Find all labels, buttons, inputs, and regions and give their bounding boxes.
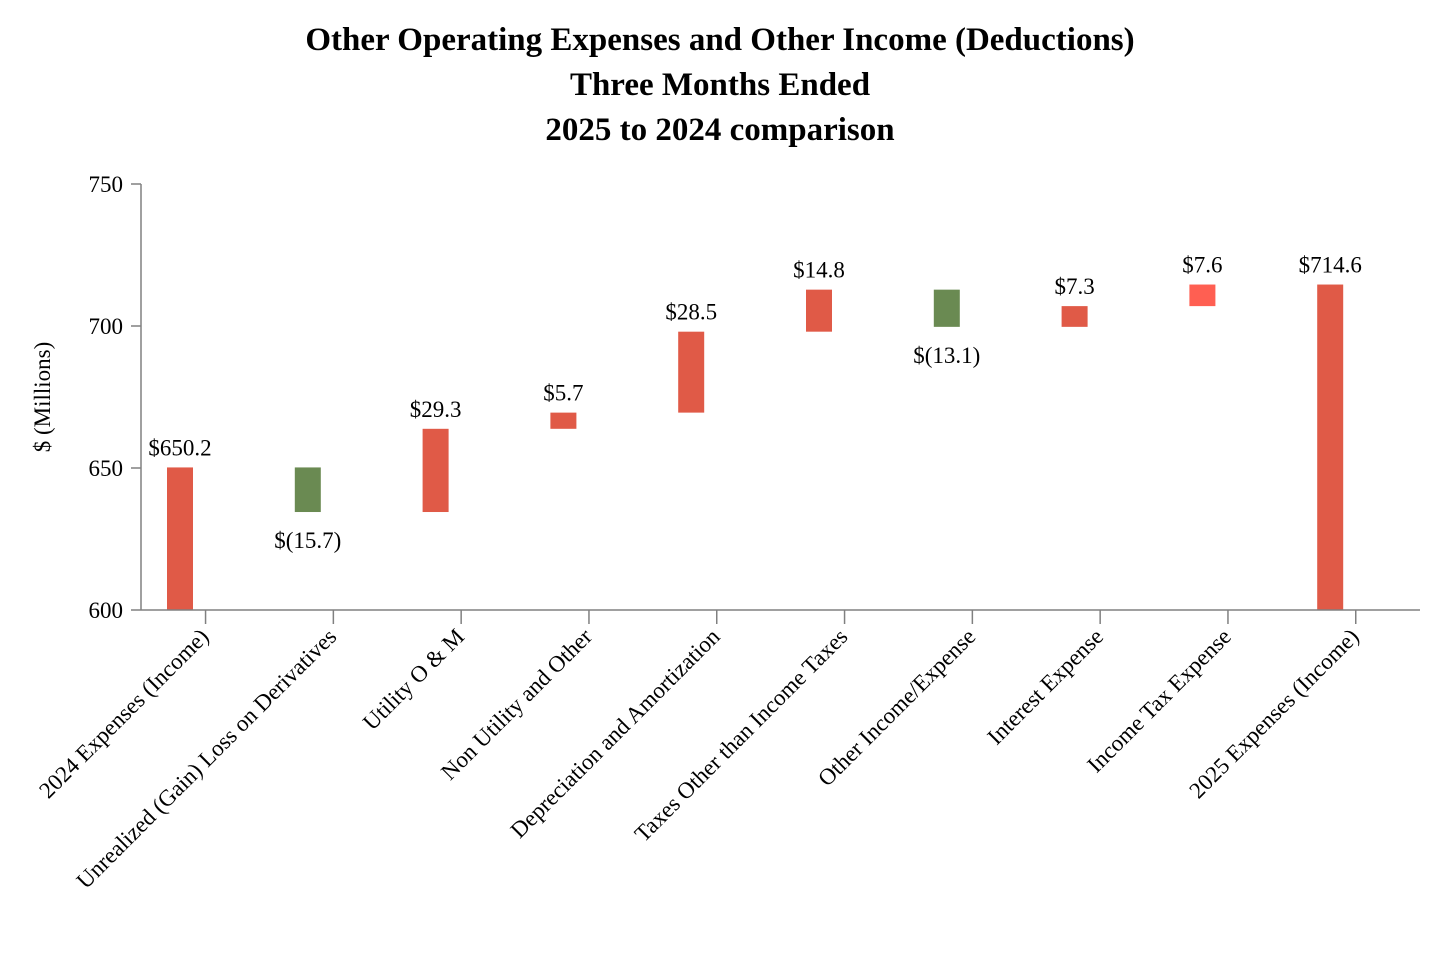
data-label: $650.2	[148, 435, 211, 460]
waterfall-bar	[294, 467, 321, 513]
waterfall-bar	[167, 467, 193, 610]
data-label: $28.5	[665, 300, 717, 325]
y-tick-label: 750	[89, 172, 124, 197]
waterfall-bar	[1317, 284, 1344, 610]
chart-title-line-1: Other Operating Expenses and Other Incom…	[305, 22, 1135, 58]
waterfall-bar	[933, 289, 960, 327]
waterfall-bar	[550, 412, 577, 429]
data-label: $714.6	[1299, 253, 1362, 278]
data-label: $7.6	[1182, 253, 1222, 278]
plot-axes	[131, 183, 1420, 624]
waterfall-bar	[806, 289, 832, 332]
data-label: $29.3	[410, 397, 462, 422]
category-label: Depreciation and Amortization	[506, 624, 725, 843]
category-label: Interest Expense	[983, 624, 1109, 750]
waterfall-bar	[1189, 284, 1216, 307]
waterfall-bar	[678, 331, 705, 413]
data-label: $14.8	[793, 258, 845, 283]
chart-title: Other Operating Expenses and Other Incom…	[0, 18, 1440, 153]
category-label: Income Tax Expense	[1082, 624, 1236, 778]
plot-labels: 600 650 700 750 $650.2 $(15.7) $29.3 $5.7 $28.5 $…	[34, 172, 1364, 894]
data-label: $5.7	[543, 381, 583, 406]
data-label: $7.3	[1054, 274, 1094, 299]
plot-bars	[167, 284, 1344, 610]
data-label: $(15.7)	[274, 528, 341, 553]
data-label: $(13.1)	[913, 343, 980, 368]
y-tick-label: 650	[89, 456, 124, 481]
chart-title-line-2: Three Months Ended	[569, 67, 871, 103]
y-axis-title: $ (Millions)	[30, 342, 55, 453]
waterfall-bar	[1061, 306, 1088, 327]
category-label: Utility O & M	[358, 624, 469, 735]
waterfall-bar	[422, 428, 449, 513]
category-label: Taxes Other than Income Taxes	[630, 624, 853, 847]
y-tick-label: 700	[89, 314, 124, 339]
category-label: Unrealized (Gain) Loss on Derivatives	[72, 624, 342, 894]
chart-title-line-3: 2025 to 2024 comparison	[545, 112, 895, 148]
y-tick-label: 600	[89, 598, 124, 623]
